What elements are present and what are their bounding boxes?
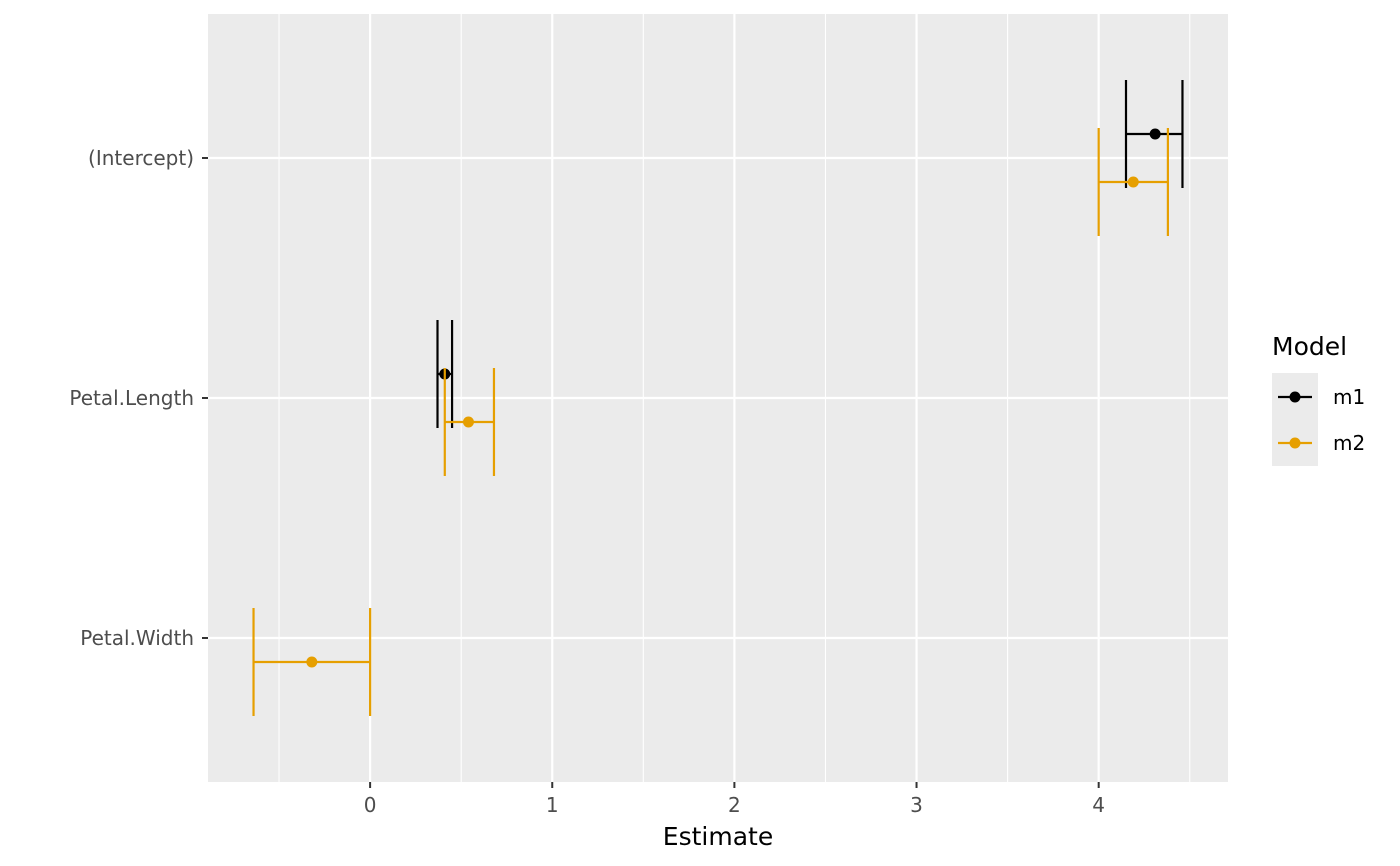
point-m2 <box>1127 176 1139 188</box>
y-tick-label: Petal.Width <box>80 626 194 650</box>
axes: 0 1 2 3 4 (Intercept) Petal.Length Petal.Width <box>69 146 1105 817</box>
legend-key-point-m2 <box>1289 437 1301 449</box>
legend-label-m1: m1 <box>1333 385 1365 409</box>
y-tick-label: Petal.Length <box>69 386 194 410</box>
chart-marks <box>252 80 1184 716</box>
x-tick-label: 2 <box>728 793 741 817</box>
legend-label-m2: m2 <box>1333 431 1365 455</box>
x-axis-title: Estimate <box>663 822 773 851</box>
x-tick-label: 0 <box>364 793 377 817</box>
x-tick-label: 3 <box>910 793 923 817</box>
y-tick-label: (Intercept) <box>88 146 194 170</box>
legend: Model m1 m2 <box>1272 332 1365 466</box>
legend-key-point-m1 <box>1289 391 1301 403</box>
point-m2 <box>306 656 318 668</box>
point-m2 <box>462 416 474 428</box>
legend-key-background <box>1272 373 1318 466</box>
point-m1 <box>1149 128 1161 140</box>
legend-title: Model <box>1272 332 1347 361</box>
x-tick-label: 1 <box>546 793 559 817</box>
x-tick-label: 4 <box>1092 793 1105 817</box>
